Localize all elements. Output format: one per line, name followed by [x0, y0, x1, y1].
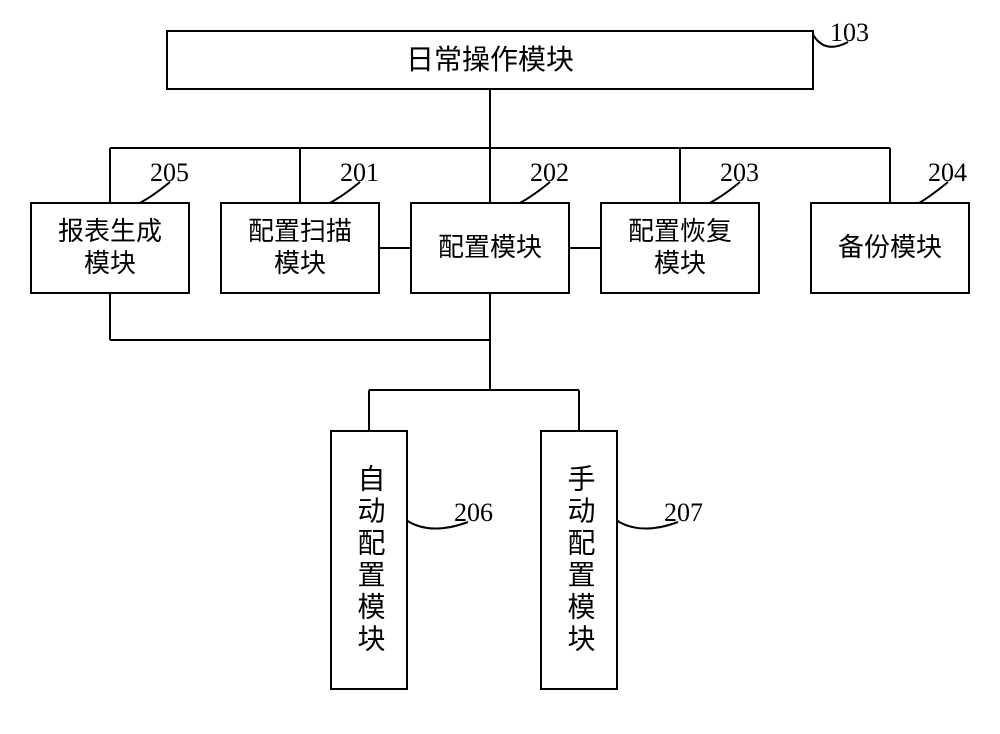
- ref-202: 202: [530, 158, 569, 188]
- node-label: 手动配置模块: [562, 464, 597, 656]
- ref-204: 204: [928, 158, 967, 188]
- ref-203: 203: [720, 158, 759, 188]
- node-label: 备份模块: [838, 232, 942, 265]
- node-label: 报表生成模块: [58, 216, 162, 281]
- ref-206: 206: [454, 498, 493, 528]
- node-203: 配置恢复模块: [600, 202, 760, 294]
- ref-205: 205: [150, 158, 189, 188]
- node-label: 配置扫描模块: [248, 216, 352, 281]
- node-label: 配置恢复模块: [628, 216, 732, 281]
- node-103: 日常操作模块: [166, 30, 814, 90]
- ref-207: 207: [664, 498, 703, 528]
- ref-103: 103: [830, 18, 869, 48]
- node-204: 备份模块: [810, 202, 970, 294]
- node-label: 自动配置模块: [352, 464, 387, 656]
- node-205: 报表生成模块: [30, 202, 190, 294]
- node-label: 配置模块: [438, 232, 542, 265]
- node-202: 配置模块: [410, 202, 570, 294]
- diagram-stage: 日常操作模块 报表生成模块 配置扫描模块 配置模块 配置恢复模块 备份模块 自动…: [0, 0, 1000, 734]
- connectors: [0, 0, 1000, 734]
- node-201: 配置扫描模块: [220, 202, 380, 294]
- ref-201: 201: [340, 158, 379, 188]
- node-207: 手动配置模块: [540, 430, 618, 690]
- node-label: 日常操作模块: [406, 43, 574, 78]
- node-206: 自动配置模块: [330, 430, 408, 690]
